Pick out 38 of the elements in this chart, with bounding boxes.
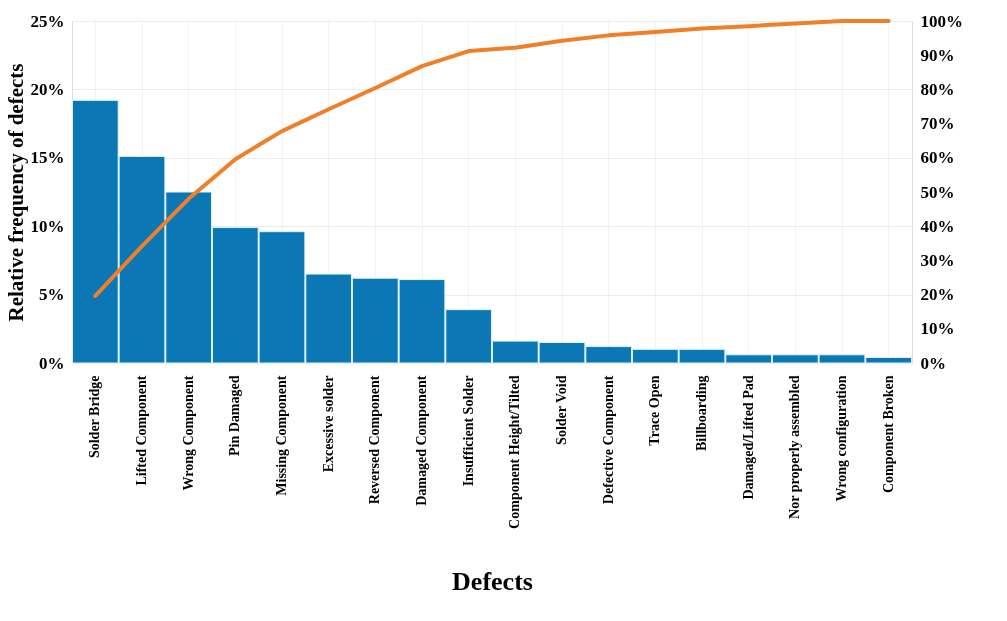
y2-tick-label: 30% [920,250,955,270]
y2-tick-label: 100% [920,11,963,31]
y-tick-label: 0% [39,353,65,373]
y2-tick-label: 70% [920,114,955,134]
x-tick-label: Insufficient Solder [460,375,476,487]
x-tick-label: Wrong Component [180,375,196,491]
x-tick-label: Component Broken [880,375,896,494]
y-tick-label: 20% [30,79,65,99]
x-tick-label: Billboarding [694,375,709,451]
x-tick-label: Damaged/Lifted Pad [740,375,756,500]
y2-tick-label: 10% [920,319,955,339]
x-axis-title: Defects [452,566,533,596]
y2-tick-label: 60% [920,148,955,168]
y2-tick-label: 0% [920,353,946,373]
y2-tick-label: 40% [920,216,955,236]
x-tick-label: Nor properly assembled [787,375,803,519]
x-tick-label: Missing Component [274,375,289,496]
x-tick-label: Trace Open [647,375,663,446]
x-tick-label: Damaged Component [414,375,429,506]
y-tick-label: 15% [30,148,65,168]
y2-tick-label: 50% [920,182,955,202]
y2-tick-label: 20% [920,285,955,305]
y-tick-label: 25% [30,11,65,31]
y-axis-title: Relative frequency of defects [3,63,28,322]
x-tick-label: Excessive solder [320,375,336,473]
y2-tick-label: 90% [920,45,955,65]
x-tick-label: Component Height/Tilted [507,375,523,529]
y-tick-label: 5% [39,285,65,305]
y-tick-label: 10% [30,216,65,236]
y2-tick-label: 80% [920,79,955,99]
x-tick-label: Defective Component [600,375,616,505]
x-tick-label: Reversed Component [367,375,383,505]
x-tick-label: Lifted Component [134,375,149,486]
x-tick-label: Solder Void [554,375,569,445]
x-tick-label: Solder Bridge [87,375,103,459]
line-series [93,19,891,298]
x-tick-label: Wrong configuration [834,375,849,502]
x-tick-label: Pin Damaged [227,375,243,456]
